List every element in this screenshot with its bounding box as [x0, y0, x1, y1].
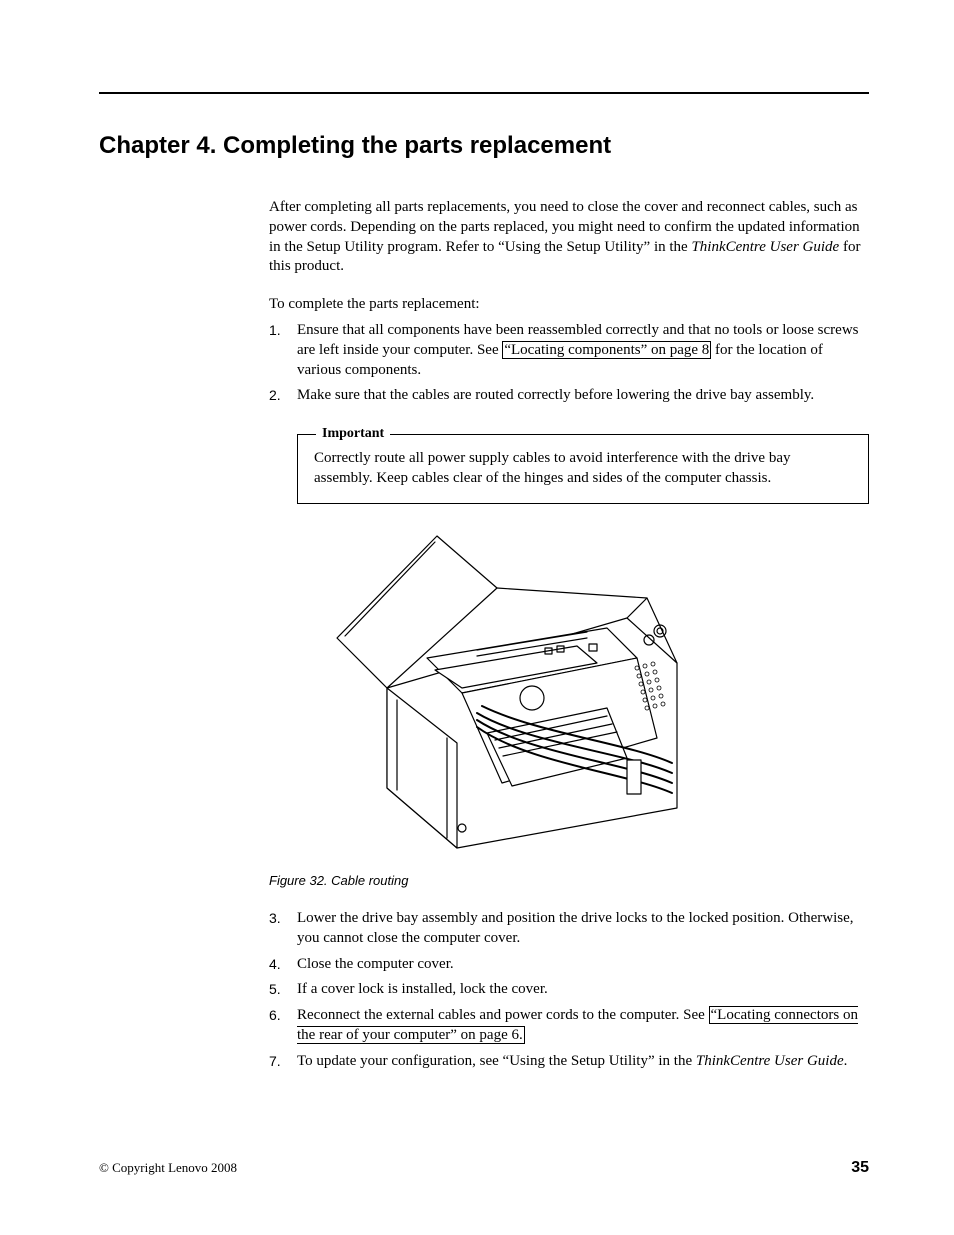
step-number: 1. — [269, 321, 281, 339]
steps-list-1: 1. Ensure that all components have been … — [269, 321, 869, 406]
important-text: Correctly route all power supply cables … — [314, 450, 791, 486]
list-item: 7. To update your configuration, see “Us… — [269, 1052, 869, 1072]
figure-caption: Figure 32. Cable routing — [269, 872, 869, 889]
step-number: 5. — [269, 980, 281, 998]
step-number: 6. — [269, 1006, 281, 1024]
step-number: 4. — [269, 955, 281, 973]
steps-list-2: 3. Lower the drive bay assembly and posi… — [269, 909, 869, 1072]
intro-paragraph: After completing all parts replacements,… — [269, 198, 869, 277]
step-text: Reconnect the external cables and power … — [297, 1007, 709, 1023]
important-legend: Important — [316, 425, 390, 443]
top-rule — [99, 92, 869, 94]
lead-in: To complete the parts replacement: — [269, 295, 869, 315]
page-number: 35 — [851, 1159, 869, 1177]
step-text: Make sure that the cables are routed cor… — [297, 387, 814, 403]
step-text: To update your configuration, see “Using… — [297, 1053, 696, 1069]
step-number: 3. — [269, 909, 281, 927]
list-item: 5. If a cover lock is installed, lock th… — [269, 980, 869, 1000]
step-text: Lower the drive bay assembly and positio… — [297, 910, 854, 946]
intro-italic: ThinkCentre User Guide — [691, 239, 839, 255]
step-text: If a cover lock is installed, lock the c… — [297, 981, 548, 997]
list-item: 6. Reconnect the external cables and pow… — [269, 1006, 869, 1046]
step-italic: ThinkCentre User Guide — [696, 1053, 844, 1069]
chapter-title: Chapter 4. Completing the parts replacem… — [99, 132, 869, 160]
step-number: 7. — [269, 1052, 281, 1070]
cross-ref-link[interactable]: “Locating components” on page 8 — [502, 341, 711, 359]
step-number: 2. — [269, 386, 281, 404]
page-footer: © Copyright Lenovo 2008 35 — [99, 1159, 869, 1177]
list-item: 1. Ensure that all components have been … — [269, 321, 869, 380]
step-text-post: . — [844, 1053, 848, 1069]
list-item: 4. Close the computer cover. — [269, 955, 869, 975]
important-box: Important Correctly route all power supp… — [297, 434, 869, 504]
figure — [327, 528, 869, 858]
page: Chapter 4. Completing the parts replacem… — [0, 0, 954, 1235]
copyright-text: © Copyright Lenovo 2008 — [99, 1160, 237, 1176]
list-item: 3. Lower the drive bay assembly and posi… — [269, 909, 869, 949]
cable-routing-diagram — [327, 528, 687, 858]
step-text: Close the computer cover. — [297, 956, 454, 972]
body-column: After completing all parts replacements,… — [269, 198, 869, 1072]
list-item: 2. Make sure that the cables are routed … — [269, 386, 869, 406]
